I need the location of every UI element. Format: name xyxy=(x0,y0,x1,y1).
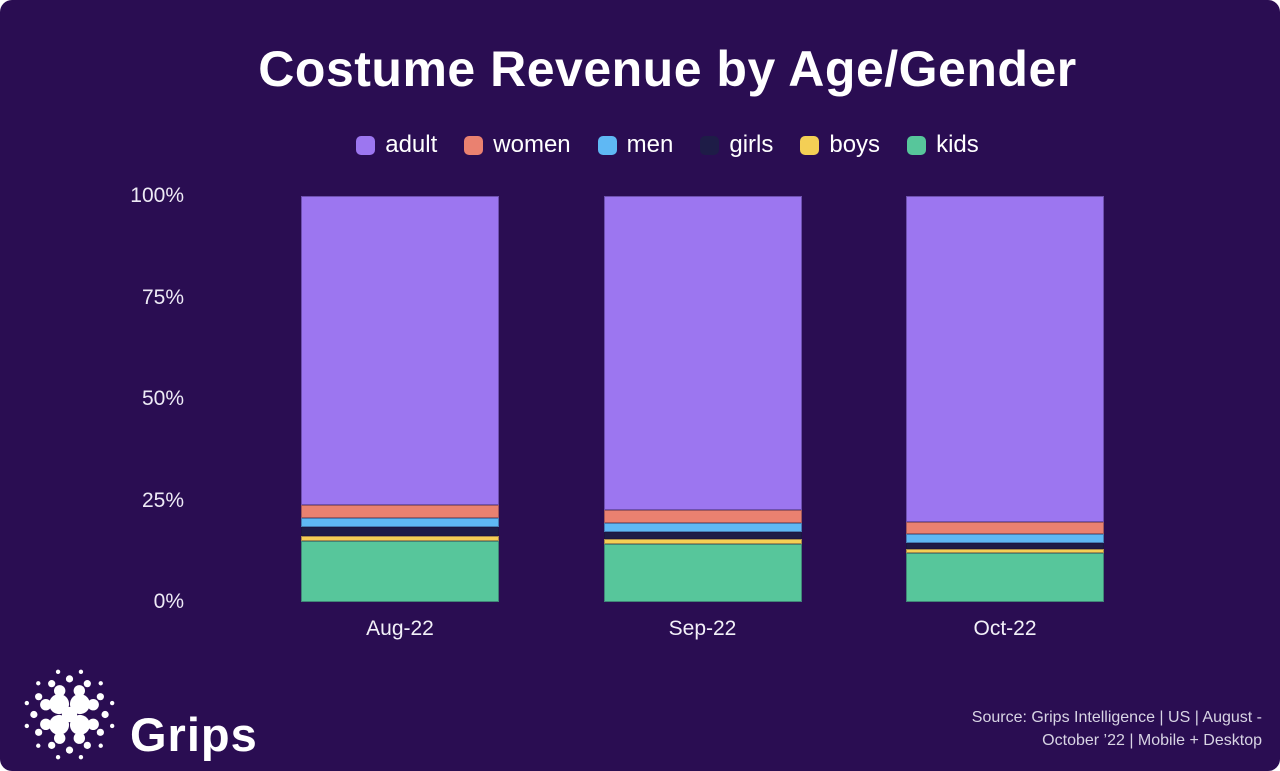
bar-segment-boys xyxy=(301,535,499,542)
legend-swatch-boys xyxy=(800,135,820,155)
legend-label: men xyxy=(626,131,674,158)
y-axis: 100% 75% 50% 25% 0% xyxy=(0,0,184,771)
bar-Oct-22 xyxy=(906,196,1104,602)
legend-swatch-adult xyxy=(356,135,376,155)
bar-segment-women xyxy=(301,504,499,519)
y-tick-label: 100% xyxy=(130,184,184,207)
bar-segment-adult xyxy=(603,196,802,510)
y-tick-label: 75% xyxy=(141,285,184,309)
legend-label: women xyxy=(493,131,571,158)
bar-segment-women xyxy=(906,522,1104,535)
chart-title: Costume Revenue by Age/Gender xyxy=(258,41,1077,97)
bar-segment-adult xyxy=(906,196,1104,523)
legend: adult women men girls boys kids xyxy=(55,131,1280,159)
brand-wordmark: Grips xyxy=(130,708,258,761)
bar-segment-girls xyxy=(603,532,802,540)
bar-segment-men xyxy=(906,534,1104,544)
legend-label: boys xyxy=(829,131,881,158)
bar-segment-women xyxy=(603,509,802,524)
bar-segment-girls xyxy=(906,543,1104,550)
bar-segment-boys xyxy=(603,539,802,544)
legend-item-adult: adult xyxy=(356,131,437,159)
y-tick-label: 50% xyxy=(141,387,184,410)
bar-segment-kids xyxy=(301,541,499,602)
bar-Aug-22 xyxy=(301,196,499,602)
bar-segment-kids xyxy=(603,543,802,602)
legend-label: adult xyxy=(385,131,438,158)
x-tick-label: Aug-22 xyxy=(366,617,434,640)
legend-item-girls: girls xyxy=(700,131,773,159)
legend-item-women: women xyxy=(464,131,571,159)
legend-swatch-girls xyxy=(700,135,720,155)
source-attribution: Source: Grips Intelligence | US | August… xyxy=(972,706,1262,752)
bar-segment-adult xyxy=(301,196,499,505)
x-tick-label: Oct-22 xyxy=(973,617,1037,640)
plot-area xyxy=(301,196,1104,602)
y-tick-label: 0% xyxy=(153,590,184,613)
bar-segment-girls xyxy=(301,527,499,536)
x-tick-label: Sep-22 xyxy=(668,617,737,640)
legend-label: girls xyxy=(729,131,774,158)
y-tick-label: 25% xyxy=(141,488,184,512)
grips-logo-icon xyxy=(24,669,115,760)
legend-swatch-women xyxy=(464,135,484,155)
legend-swatch-men xyxy=(597,135,617,155)
bar-segment-boys xyxy=(906,549,1104,554)
legend-item-boys: boys xyxy=(800,131,880,159)
bar-Sep-22 xyxy=(603,196,802,602)
legend-item-men: men xyxy=(597,131,674,159)
bar-segment-kids xyxy=(906,553,1104,602)
source-line-1: Source: Grips Intelligence | US | August… xyxy=(971,709,1262,726)
bar-segment-men xyxy=(603,523,802,533)
source-line-2: October ’22 | Mobile + Desktop xyxy=(1042,732,1262,749)
x-axis: Aug-22 Sep-22 Oct-22 xyxy=(301,617,1104,641)
bar-segment-men xyxy=(301,518,499,528)
legend-item-kids: kids xyxy=(907,131,979,159)
legend-swatch-kids xyxy=(907,135,927,155)
legend-label: kids xyxy=(936,131,979,158)
